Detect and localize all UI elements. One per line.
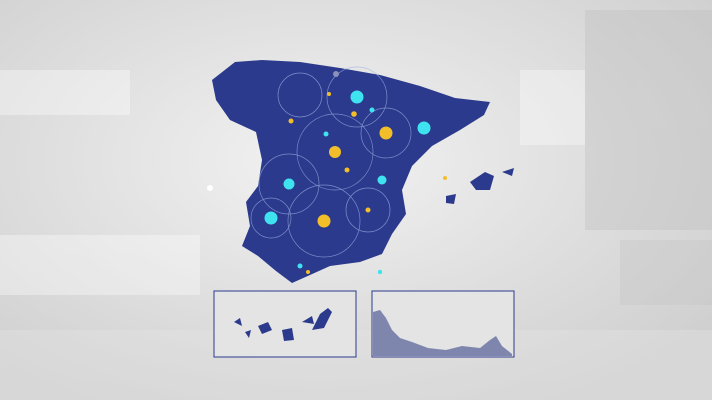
spain-mainland <box>212 60 490 283</box>
grey-marker <box>333 71 339 77</box>
inset-north-africa <box>371 290 515 358</box>
white-dot <box>207 185 213 191</box>
network-circles <box>250 66 412 258</box>
inset-canary-islands <box>213 290 357 358</box>
background-panels <box>0 10 712 400</box>
yellow-markers <box>288 92 447 274</box>
balearic-islands <box>446 168 514 204</box>
cyan-markers <box>264 90 431 275</box>
